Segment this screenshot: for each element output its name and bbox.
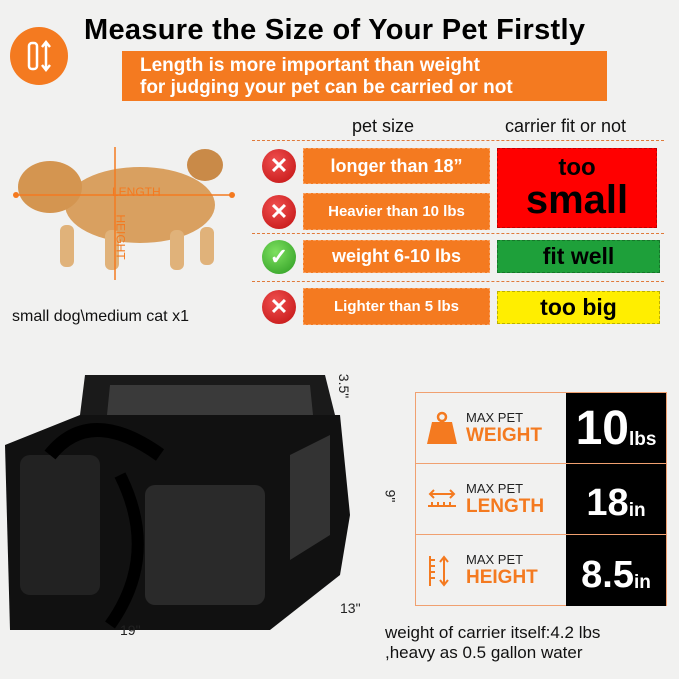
too-small-line-2: small (525, 178, 629, 222)
divider (252, 140, 664, 141)
spec-unit: in (633, 572, 651, 593)
too-small-badge: too small (497, 148, 657, 228)
banner-line-2: for judging your pet can be carried or n… (140, 77, 513, 98)
divider (252, 281, 664, 282)
ruler-height-icon (429, 554, 449, 587)
x-icon: ✕ (262, 290, 296, 324)
spec-value: 18 (586, 482, 629, 524)
spec-row-length: MAX PET LENGTH 18 in (416, 464, 666, 535)
spec-unit: in (628, 500, 646, 521)
footer-line-2: ,heavy as 0.5 gallon water (385, 643, 583, 662)
dim-top: 3.5" (336, 373, 353, 399)
row-label: weight 6-10 lbs (303, 240, 490, 273)
spec-name: HEIGHT (466, 567, 538, 588)
length-label: LENGTH (112, 185, 161, 199)
weight-icon (427, 411, 457, 444)
x-icon: ✕ (262, 195, 296, 229)
fit-well-badge: fit well (497, 240, 660, 273)
spec-row-weight: MAX PET WEIGHT 10 lbs (416, 393, 666, 464)
spec-label: MAX PET (466, 552, 524, 567)
row-label: Lighter than 5 lbs (303, 288, 490, 325)
row-label: longer than 18” (303, 148, 490, 184)
carrier-bag-image (0, 365, 360, 645)
spec-name: WEIGHT (466, 424, 542, 446)
dog-caption: small dog\medium cat x1 (12, 308, 189, 325)
dim-width: 19" (120, 622, 141, 638)
header-pet-size: pet size (352, 116, 415, 136)
height-label: HEIGHT (113, 214, 128, 260)
too-small-line-1: too (558, 154, 596, 181)
spec-value: 8.5 (581, 554, 634, 596)
dim-depth: 13" (340, 600, 361, 616)
dim-height: 9" (382, 489, 399, 503)
footer-line-1: weight of carrier itself:4.2 lbs (385, 623, 601, 642)
banner: Length is more important than weight for… (122, 51, 607, 101)
spec-label: MAX PET (466, 409, 524, 425)
spec-label: MAX PET (466, 480, 524, 496)
page-title: Measure the Size of Your Pet Firstly (84, 14, 586, 46)
banner-line-1: Length is more important than weight (140, 55, 480, 76)
dog-image: LENGTH HEIGHT (10, 135, 235, 285)
spec-value: 10 (575, 402, 629, 455)
spec-row-height: MAX PET HEIGHT 8.5 in (416, 535, 666, 606)
header-fit: carrier fit or not (505, 116, 627, 136)
ruler-length-icon (428, 489, 456, 507)
x-icon: ✕ (262, 149, 296, 183)
too-big-badge: too big (497, 291, 660, 324)
divider (252, 233, 664, 234)
spec-table: MAX PET WEIGHT 10 lbs MAX PET LENGTH 18 in M… (415, 392, 667, 606)
measure-icon (10, 27, 68, 85)
row-label: Heavier than 10 lbs (303, 193, 490, 230)
check-icon: ✓ (262, 240, 296, 274)
spec-name: LENGTH (466, 495, 545, 517)
spec-unit: lbs (628, 429, 657, 450)
